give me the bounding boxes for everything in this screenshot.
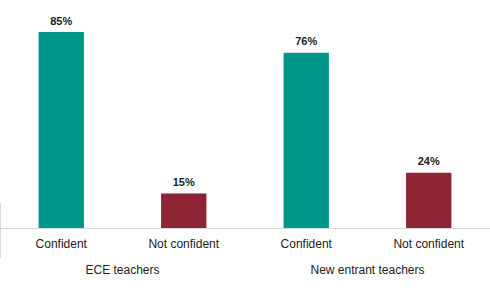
svg-text:Not confident: Not confident [148, 237, 219, 251]
svg-text:ECE teachers: ECE teachers [85, 263, 159, 277]
svg-text:Not confident: Not confident [393, 237, 464, 251]
svg-text:76%: 76% [295, 35, 317, 47]
svg-text:New entrant teachers: New entrant teachers [310, 263, 424, 277]
svg-text:85%: 85% [50, 15, 72, 27]
svg-text:Confident: Confident [36, 237, 88, 251]
svg-text:24%: 24% [418, 155, 440, 167]
svg-text:15%: 15% [173, 176, 195, 188]
svg-text:Confident: Confident [281, 237, 333, 251]
